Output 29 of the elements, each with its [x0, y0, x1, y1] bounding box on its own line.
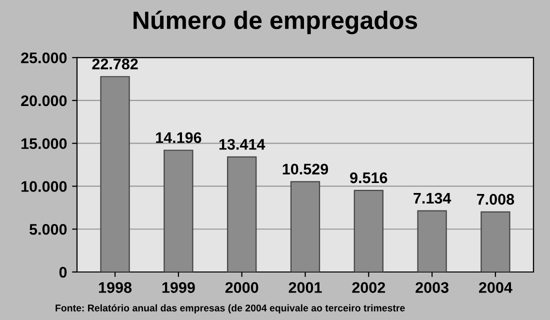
x-tick-label: 1999 — [162, 282, 195, 293]
bar — [100, 76, 130, 272]
data-label: 9.516 — [350, 172, 388, 184]
y-tick-label: 0 — [59, 266, 67, 278]
bar — [417, 210, 447, 272]
y-tick-label: 25.000 — [21, 52, 67, 64]
data-label: 7.008 — [477, 194, 514, 205]
x-tick-label: 2001 — [288, 282, 322, 293]
x-tick-label: 2004 — [478, 282, 512, 293]
bar — [480, 211, 510, 272]
bar — [354, 190, 384, 272]
bar — [164, 150, 194, 272]
y-tick-label: 20.000 — [21, 95, 67, 106]
x-tick-label: 1998 — [99, 282, 132, 293]
y-tick-label: 5.000 — [30, 224, 67, 235]
chart-title: Número de empregados — [134, 10, 418, 34]
data-label: 13.414 — [219, 138, 266, 150]
data-label: 14.196 — [156, 132, 202, 144]
bar — [290, 181, 320, 272]
x-tick-label: 2002 — [352, 282, 386, 293]
data-label: 7.134 — [414, 192, 452, 204]
bar — [227, 156, 257, 272]
y-tick-label: 15.000 — [22, 138, 67, 150]
data-label: 22.782 — [92, 58, 138, 70]
y-tick-label: 10.000 — [22, 181, 67, 192]
data-label: 10.529 — [282, 164, 328, 175]
x-tick-label: 2003 — [416, 282, 448, 293]
source-note: Fonte: Relatório anual das empresas (de 2004 equivale ao terceiro trimestre — [56, 304, 405, 314]
x-tick-label: 2000 — [225, 282, 258, 293]
